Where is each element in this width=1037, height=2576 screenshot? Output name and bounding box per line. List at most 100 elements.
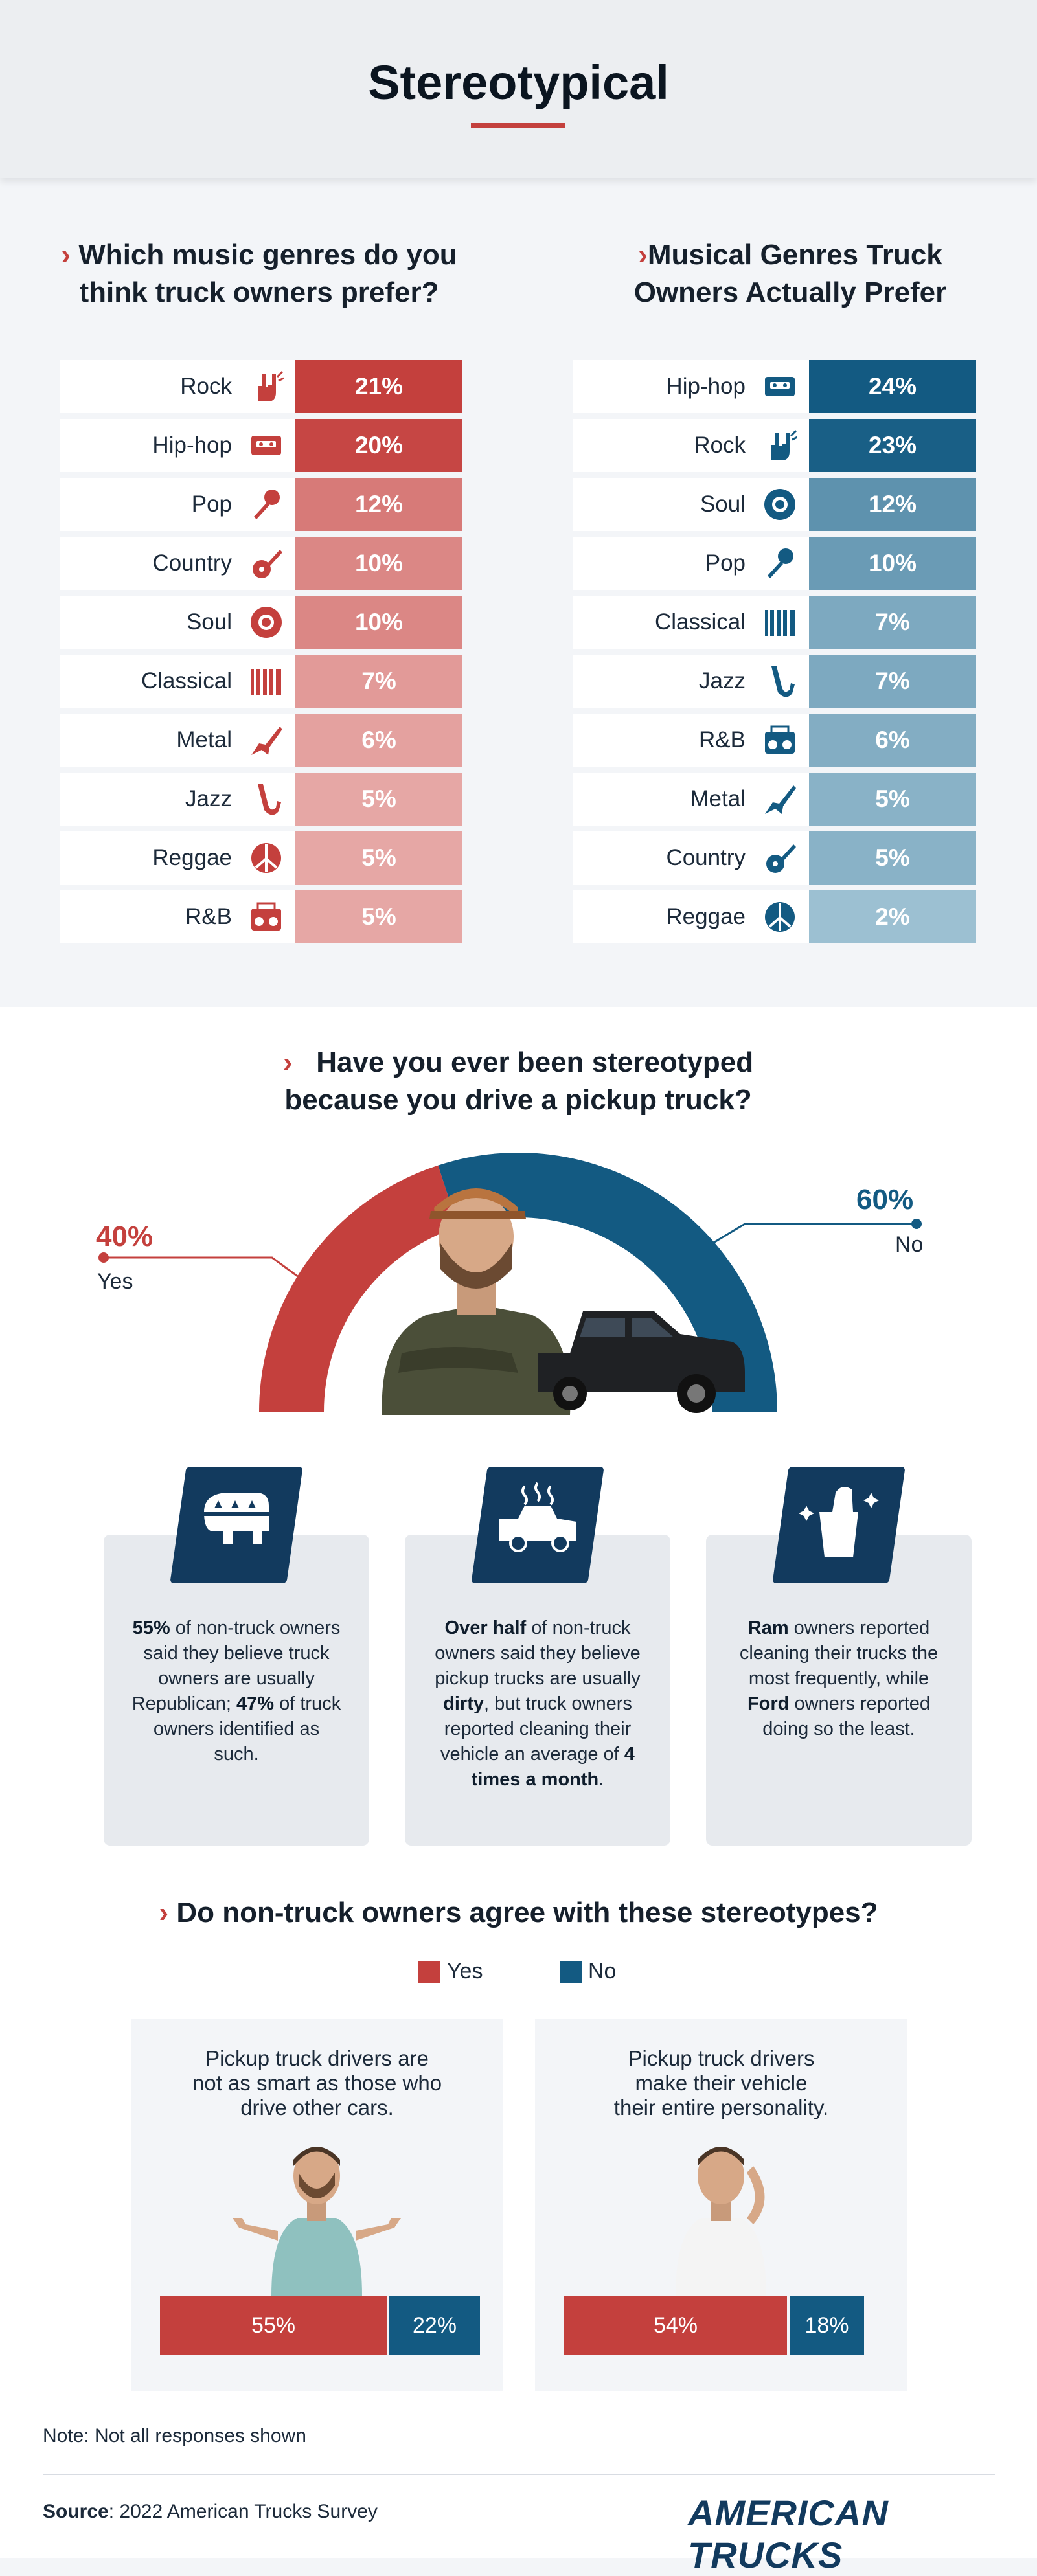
genre-value-bar: 10%	[295, 537, 462, 590]
genre-value-bar: 21%	[295, 360, 462, 413]
arc-yes-segment	[259, 1165, 459, 1412]
genre-label-cell: Jazz	[573, 655, 809, 708]
genre-row: Metal 5%	[573, 773, 976, 826]
genre-label-cell: Metal	[573, 773, 809, 826]
yes-leader-line	[104, 1256, 302, 1280]
elephant-icon	[204, 1493, 269, 1544]
legend-yes-swatch	[418, 1961, 440, 1983]
genre-value-bar: 7%	[295, 655, 462, 708]
genre-row: Hip-hop 20%	[60, 419, 462, 472]
genre-row: Country 10%	[60, 537, 462, 590]
genre-name: Rock	[694, 433, 746, 458]
vinyl-record-icon	[762, 487, 797, 522]
genre-value-bar: 10%	[295, 596, 462, 649]
genre-value-bar: 23%	[809, 419, 976, 472]
no-leader-line	[712, 1223, 917, 1245]
genre-row: Pop 12%	[60, 478, 462, 531]
no-percentage: 60%	[856, 1184, 914, 1215]
genre-row: Classical 7%	[573, 596, 976, 649]
genre-row: Rock 21%	[60, 360, 462, 413]
pickup-truck-illustration	[538, 1311, 745, 1413]
truck-owner-man-illustration	[382, 1188, 571, 1415]
genre-name: Rock	[180, 374, 232, 399]
genre-label-cell: R&B	[573, 714, 809, 767]
genre-row: R&B 6%	[573, 714, 976, 767]
electric-guitar-icon	[762, 782, 797, 817]
rock-hand-icon	[762, 428, 798, 463]
fact-badge	[471, 1467, 604, 1583]
fact-badge	[170, 1467, 303, 1583]
page-title: Stereotypical	[368, 56, 669, 109]
peace-sign-icon	[762, 899, 797, 934]
genre-name: Soul	[700, 491, 746, 517]
genre-value-bar: 5%	[809, 831, 976, 885]
stereotyped-title: › Have you ever been stereotyped because…	[282, 1046, 754, 1116]
microphone-icon	[762, 546, 797, 581]
genre-label-cell: Reggae	[573, 890, 809, 943]
genre-name: Metal	[690, 786, 746, 811]
genre-label-cell: Rock	[60, 360, 295, 413]
genre-label-cell: Hip-hop	[60, 419, 295, 472]
genre-label-cell: R&B	[60, 890, 295, 943]
genre-value-bar: 12%	[809, 478, 976, 531]
genre-label-cell: Pop	[573, 537, 809, 590]
header-band	[0, 0, 1037, 178]
genre-row: Hip-hop 24%	[573, 360, 976, 413]
genre-label-cell: Classical	[573, 596, 809, 649]
genre-value-bar: 24%	[809, 360, 976, 413]
genre-name: R&B	[185, 904, 232, 929]
title-underline	[471, 123, 565, 128]
boombox-icon	[249, 899, 284, 934]
genre-label-cell: Classical	[60, 655, 295, 708]
genre-value-bar: 20%	[295, 419, 462, 472]
genre-value-bar: 7%	[809, 596, 976, 649]
agree-no-bar: 22%	[389, 2296, 480, 2355]
genre-name: Country	[666, 845, 746, 870]
genre-value-bar: 2%	[809, 890, 976, 943]
actual-title: ›Musical Genres Truck Owners Actually Pr…	[633, 239, 947, 308]
microphone-icon	[249, 487, 284, 522]
genre-label-cell: Hip-hop	[573, 360, 809, 413]
fact-card	[706, 1535, 972, 1846]
genre-name: Classical	[141, 668, 232, 694]
chevron-icon: ›	[159, 1897, 169, 1928]
yes-label: Yes	[97, 1269, 133, 1294]
genre-value-bar: 5%	[295, 831, 462, 885]
yes-leader-dot	[98, 1252, 109, 1263]
genre-row: R&B 5%	[60, 890, 462, 943]
genre-label-cell: Metal	[60, 714, 295, 767]
piano-keys-icon	[249, 664, 284, 699]
genre-label-cell: Rock	[573, 419, 809, 472]
genre-name: Soul	[186, 609, 232, 635]
genre-name: R&B	[699, 727, 746, 752]
genre-value-bar: 12%	[295, 478, 462, 531]
stereotype-statement: Pickup truck drivers are not as smart as …	[192, 2046, 442, 2119]
fact-text: 55% of non-truck owners said they believ…	[131, 1618, 341, 1765]
saxophone-icon	[249, 782, 284, 817]
genre-label-cell: Jazz	[60, 773, 295, 826]
boombox-icon	[762, 723, 797, 758]
agree-yes-bar: 55%	[160, 2296, 387, 2355]
legend-no-swatch	[560, 1961, 582, 1983]
agree-yes-bar: 54%	[564, 2296, 787, 2355]
genre-row: Metal 6%	[60, 714, 462, 767]
genre-label-cell: Soul	[573, 478, 809, 531]
vinyl-record-icon	[249, 605, 284, 640]
genre-row: Soul 10%	[60, 596, 462, 649]
genre-row: Pop 10%	[573, 537, 976, 590]
agree-title: › Do non-truck owners agree with these s…	[159, 1897, 878, 1928]
chevron-icon: ›	[638, 239, 648, 271]
agree-no-bar: 18%	[790, 2296, 864, 2355]
genre-row: Soul 12%	[573, 478, 976, 531]
saxophone-icon	[762, 664, 797, 699]
genre-value-bar: 6%	[295, 714, 462, 767]
genre-name: Pop	[191, 491, 232, 517]
genre-name: Jazz	[699, 668, 746, 694]
genre-value-bar: 7%	[809, 655, 976, 708]
genre-name: Country	[152, 550, 232, 576]
note-text: Note: Not all responses shown	[43, 2425, 306, 2446]
dirty-truck-icon	[499, 1482, 576, 1552]
fact-text: Ram owners reported cleaning their truck…	[739, 1618, 939, 1739]
genre-name: Reggae	[152, 845, 232, 870]
genre-label-cell: Reggae	[60, 831, 295, 885]
